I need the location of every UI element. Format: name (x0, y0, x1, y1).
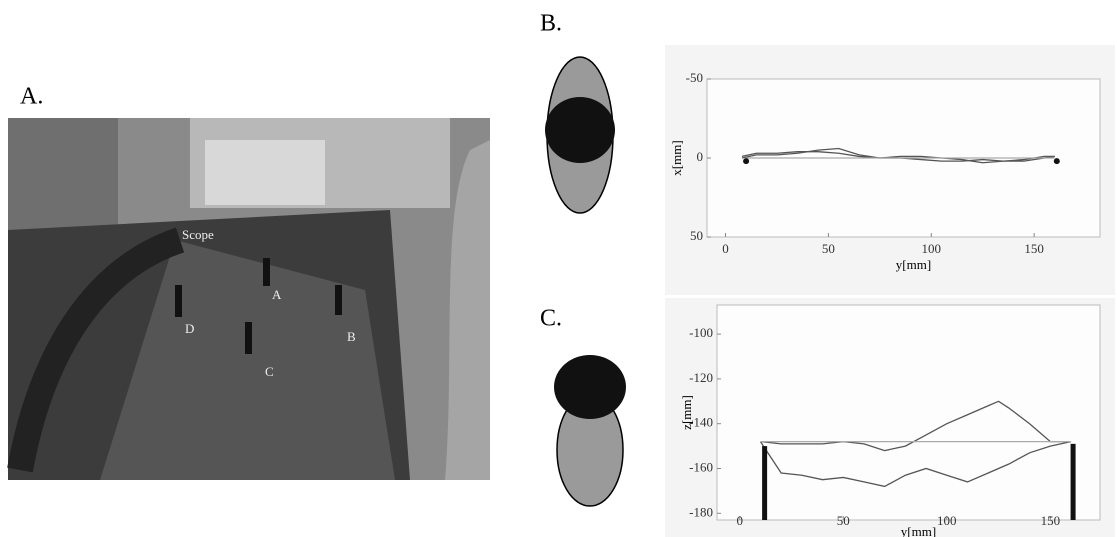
photo-label: C (265, 364, 274, 379)
y-tick-label: -140 (689, 415, 713, 430)
photo: Scope A B C D (7, 118, 490, 480)
y-tick-label: -180 (689, 504, 713, 519)
x-tick-label: 150 (1024, 241, 1044, 256)
post (1070, 443, 1076, 520)
panel-label: C. (540, 306, 562, 332)
x-axis-title: y[mm] (896, 257, 931, 272)
photo-label: B (347, 329, 356, 344)
y-tick-label: -100 (689, 325, 713, 340)
y-tick-label: -120 (689, 370, 713, 385)
panel-label: B. (540, 11, 562, 37)
photo-label: D (185, 321, 194, 336)
x-tick-label: 100 (922, 241, 942, 256)
plot-area (716, 304, 1101, 521)
x-tick-label: 0 (722, 241, 729, 256)
x-tick-label: 50 (837, 513, 850, 528)
posture-icon (554, 355, 626, 507)
trajectory (759, 440, 1072, 488)
x-axis-title: y[mm] (901, 524, 936, 537)
x-tick-label: 50 (822, 241, 835, 256)
end-point (1053, 158, 1060, 165)
end-point (743, 158, 750, 165)
y-tick-label: 50 (690, 228, 703, 243)
y-axis-title: z[mm] (679, 395, 694, 430)
photo-label: A (272, 287, 282, 302)
x-tick-label: 150 (1041, 513, 1061, 528)
y-tick-label: 0 (697, 149, 704, 164)
x-tick-label: 100 (937, 513, 957, 528)
photo-label: Scope (182, 227, 214, 242)
post (762, 446, 768, 520)
trajectory (760, 400, 1072, 452)
x-tick-label: 0 (737, 513, 744, 528)
y-tick-label: -50 (686, 70, 703, 85)
panel-label: A. (20, 84, 43, 110)
trajectory (741, 147, 1055, 164)
posture-icon (545, 56, 615, 214)
y-tick-label: -160 (689, 459, 713, 474)
y-axis-title: x[mm] (669, 140, 684, 175)
